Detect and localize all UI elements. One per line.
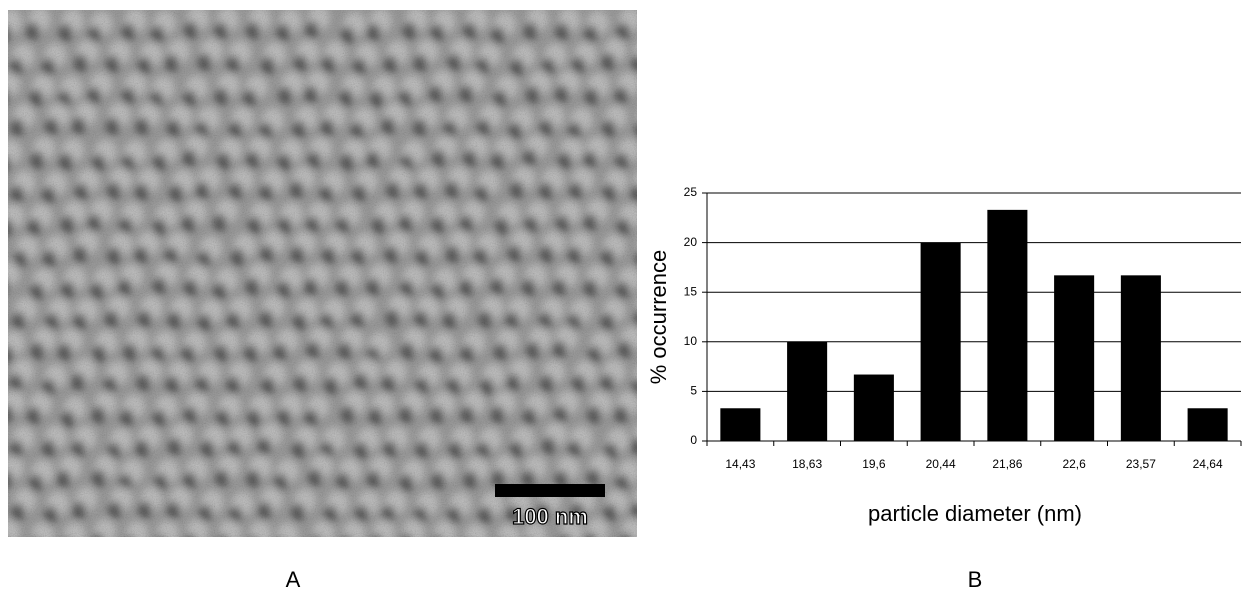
particle — [637, 106, 659, 130]
particle-shadow — [218, 534, 228, 537]
particle-shadow — [521, 538, 535, 556]
particle-shadow — [343, 535, 351, 537]
particle-shadow — [312, 535, 321, 537]
bar — [1187, 408, 1228, 441]
x-tick-label: 19,6 — [862, 457, 886, 471]
x-tick-label: 23,57 — [1126, 457, 1156, 471]
particle-shadow — [156, 535, 165, 537]
bar — [720, 408, 761, 441]
y-tick-label: 5 — [690, 384, 697, 398]
particle-shadow — [8, 281, 10, 291]
particle — [633, 43, 637, 61]
x-tick-label: 22,6 — [1062, 457, 1086, 471]
x-axis-label: particle diameter (nm) — [868, 501, 1082, 526]
panel-label: B — [968, 567, 983, 592]
particle — [633, 490, 637, 508]
y-tick-label: 15 — [684, 284, 698, 298]
x-tick-label: 18,63 — [792, 457, 822, 471]
bar — [787, 341, 828, 441]
y-tick-label: 10 — [684, 334, 698, 348]
y-tick-label: 20 — [684, 235, 698, 249]
particle-shadow — [250, 536, 257, 537]
bar — [1054, 275, 1095, 441]
scale-bar — [495, 484, 605, 497]
y-tick-label: 25 — [684, 185, 698, 199]
particle-shadow — [462, 539, 476, 557]
particle-shadow — [494, 539, 508, 557]
bar — [1120, 275, 1161, 441]
y-axis-label: % occurrence — [646, 250, 671, 385]
micrograph-noise — [8, 10, 637, 537]
particle-shadow — [0, 535, 9, 553]
particle-shadow — [126, 536, 134, 537]
particle-shadow — [61, 537, 75, 555]
particle-shadow — [29, 537, 43, 555]
bar — [853, 374, 894, 441]
scale-bar-label: 100 nm — [512, 504, 588, 529]
x-tick-label: 24,64 — [1193, 457, 1223, 471]
x-tick-label: 14,43 — [725, 457, 755, 471]
x-tick-label: 20,44 — [926, 457, 956, 471]
x-tick-label: 21,86 — [992, 457, 1022, 471]
panel-label: A — [286, 567, 301, 592]
particle-shadow — [371, 534, 382, 537]
particle-shadow — [274, 538, 288, 556]
particle-shadow — [434, 535, 442, 537]
chart: particle diameter (nm) % occurrence 0 5 10… — [646, 185, 1242, 526]
particle-shadow — [8, 91, 10, 102]
bar — [987, 209, 1028, 441]
bar — [920, 242, 961, 441]
y-tick-label: 0 — [690, 433, 697, 447]
micrograph — [0, 10, 659, 557]
